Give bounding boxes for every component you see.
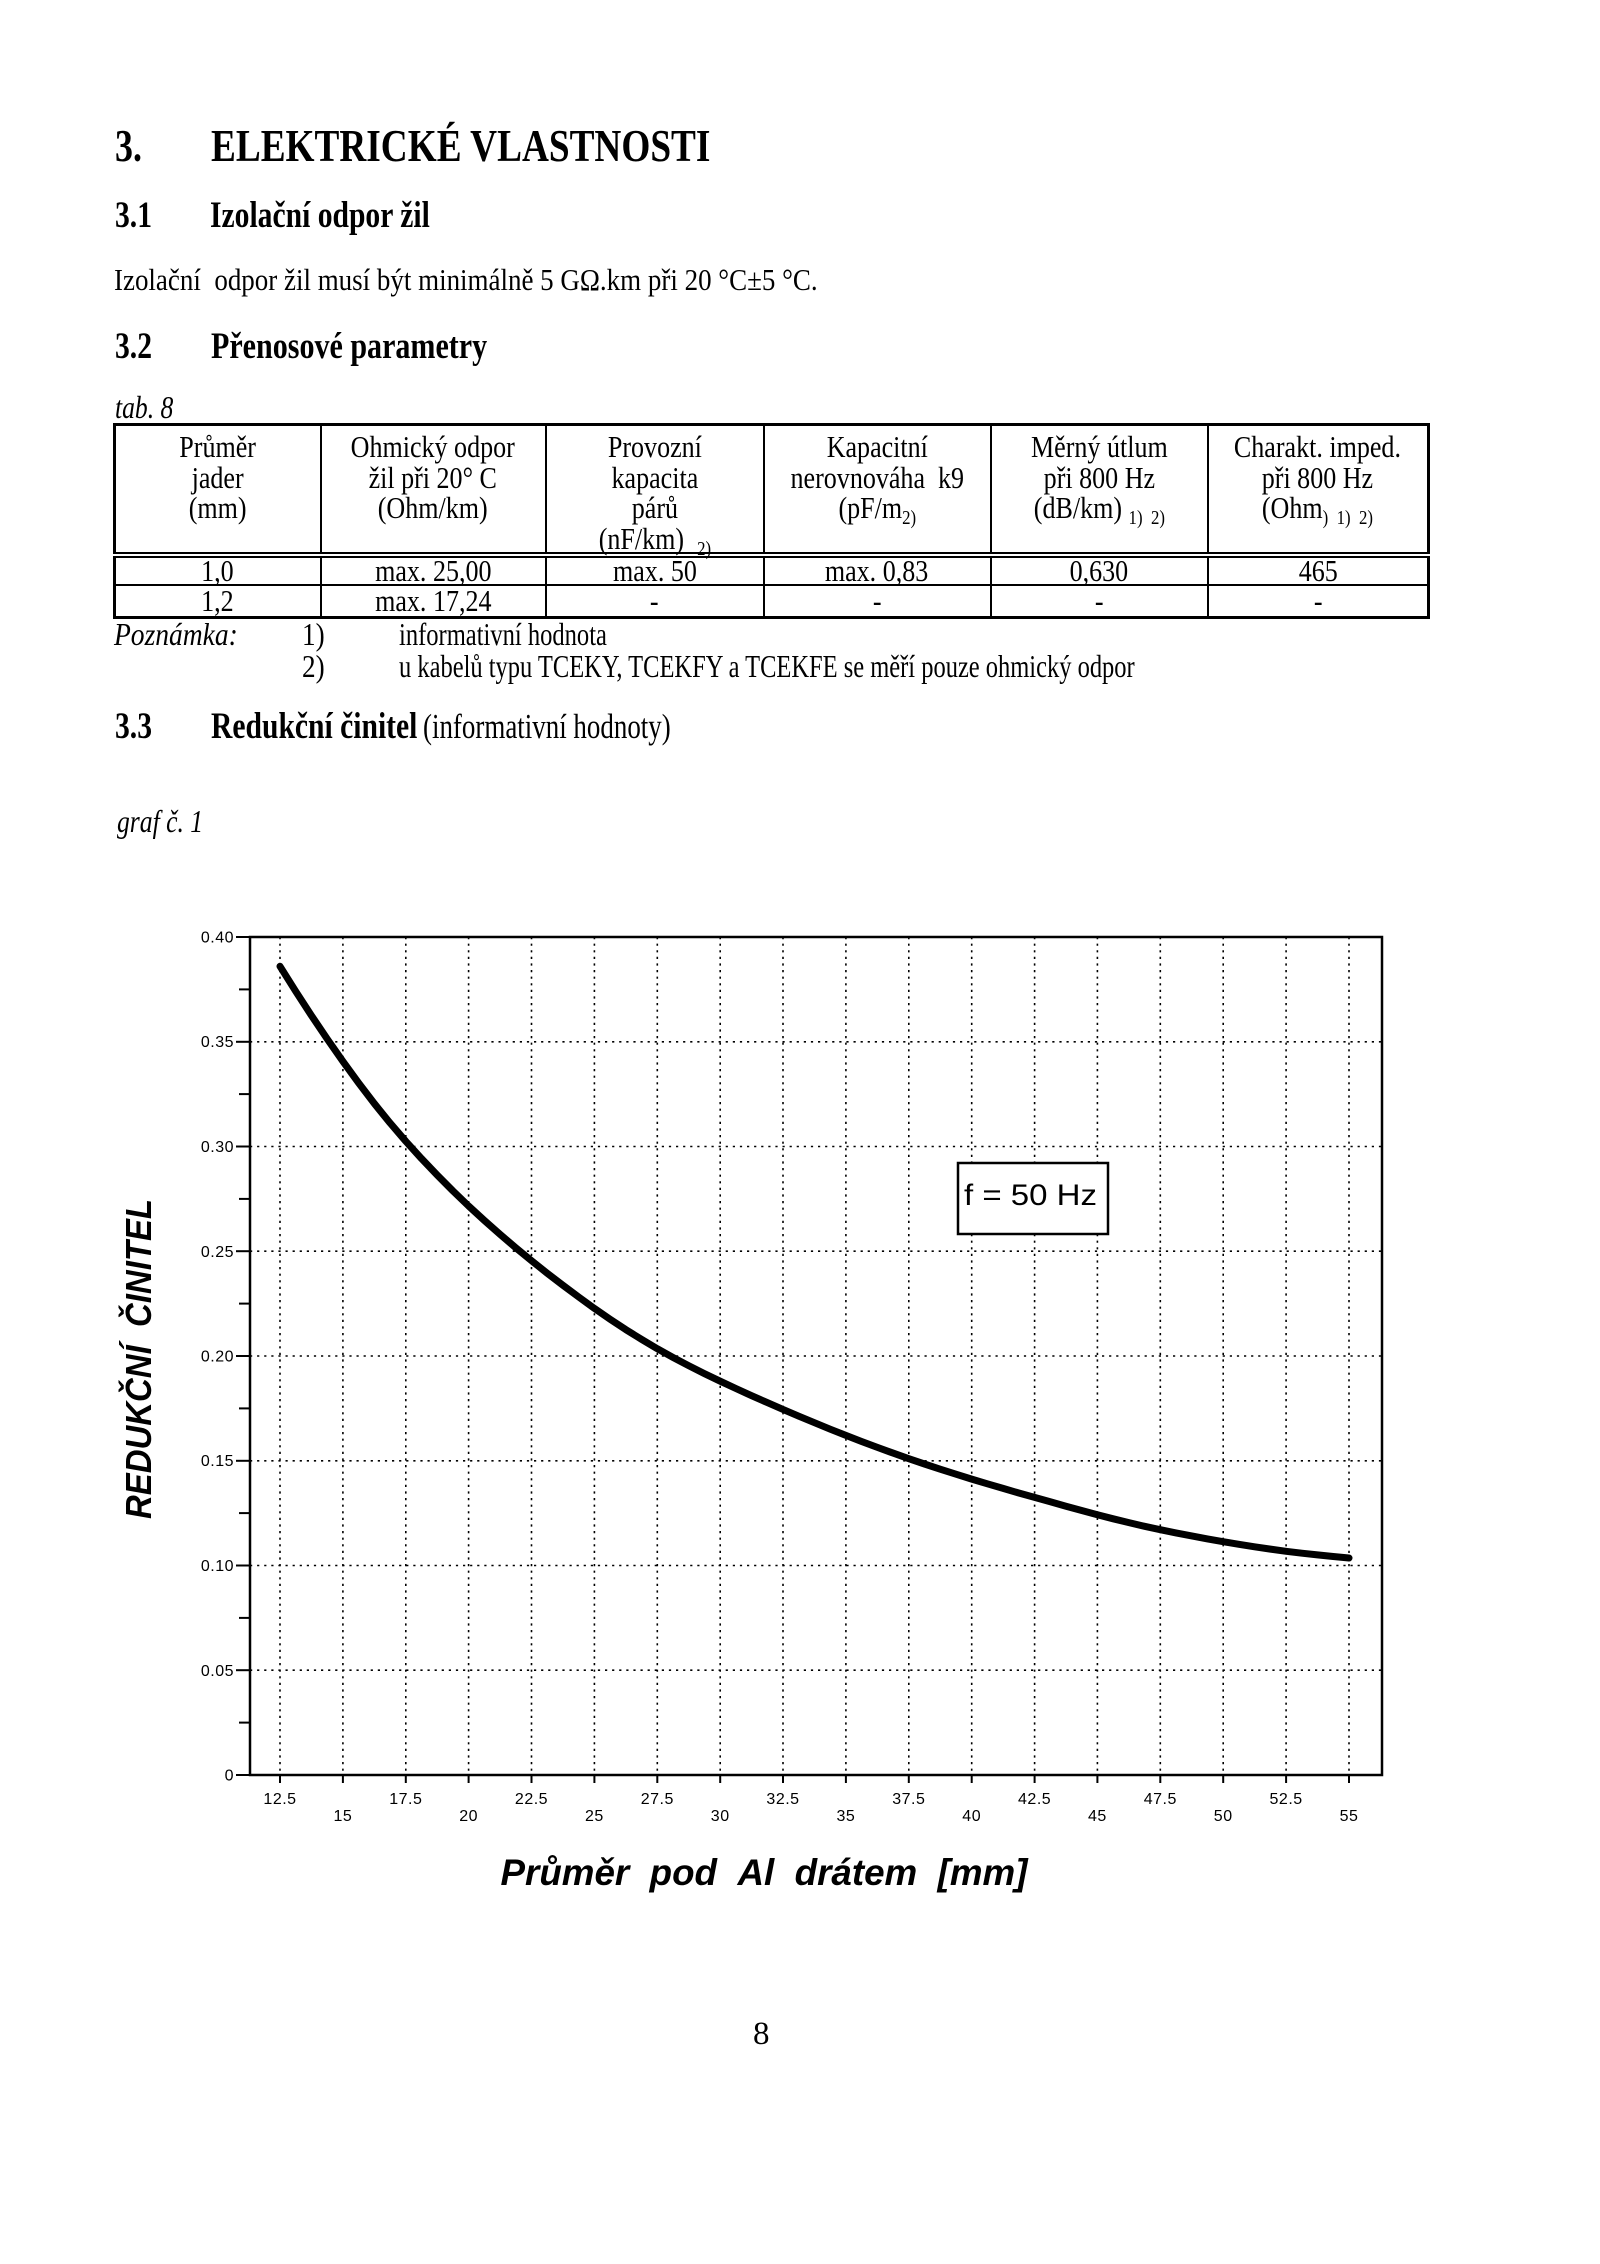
svg-text:37.5: 37.5	[892, 1791, 925, 1808]
svg-text:Průměr pod Al drátem [mm]: Průměr pod Al drátem [mm]	[501, 1852, 1030, 1893]
svg-text:27.5: 27.5	[641, 1791, 674, 1808]
svg-text:0: 0	[225, 1768, 234, 1785]
svg-text:0.40: 0.40	[201, 930, 234, 947]
svg-text:55: 55	[1340, 1808, 1359, 1825]
svg-text:50: 50	[1214, 1808, 1233, 1825]
svg-text:0.05: 0.05	[201, 1663, 234, 1680]
svg-text:0.30: 0.30	[201, 1139, 234, 1156]
svg-text:47.5: 47.5	[1144, 1791, 1177, 1808]
svg-text:12.5: 12.5	[263, 1791, 296, 1808]
svg-text:40: 40	[962, 1808, 981, 1825]
svg-text:0.20: 0.20	[201, 1349, 234, 1366]
svg-text:20: 20	[459, 1808, 478, 1825]
svg-text:35: 35	[837, 1808, 856, 1825]
svg-text:0.35: 0.35	[201, 1034, 234, 1051]
svg-text:42.5: 42.5	[1018, 1791, 1051, 1808]
svg-text:45: 45	[1088, 1808, 1107, 1825]
svg-text:30: 30	[711, 1808, 730, 1825]
svg-text:15: 15	[334, 1808, 353, 1825]
svg-text:f = 50 Hz: f = 50 Hz	[964, 1179, 1097, 1212]
svg-text:0.10: 0.10	[201, 1558, 234, 1575]
svg-text:0.15: 0.15	[201, 1453, 234, 1470]
svg-text:22.5: 22.5	[515, 1791, 548, 1808]
svg-text:REDUKČNÍ ČINITEL: REDUKČNÍ ČINITEL	[117, 1199, 159, 1519]
svg-text:32.5: 32.5	[766, 1791, 799, 1808]
svg-text:17.5: 17.5	[389, 1791, 422, 1808]
svg-text:25: 25	[585, 1808, 604, 1825]
svg-text:52.5: 52.5	[1270, 1791, 1303, 1808]
svg-text:0.25: 0.25	[201, 1244, 234, 1261]
